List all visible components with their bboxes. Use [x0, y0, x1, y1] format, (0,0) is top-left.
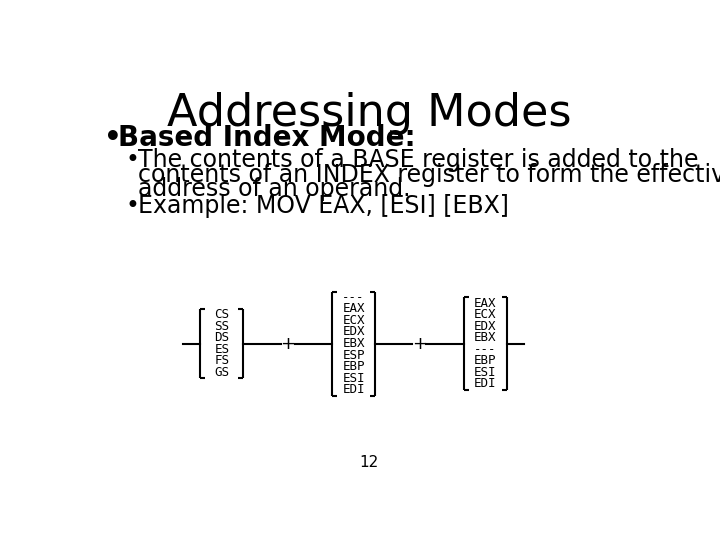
Text: EDX: EDX [342, 326, 365, 339]
Text: •: • [104, 124, 122, 152]
Text: •: • [126, 148, 140, 172]
Text: EBX: EBX [342, 337, 365, 350]
Text: 12: 12 [359, 455, 379, 470]
Text: ESP: ESP [342, 349, 365, 362]
Text: GS: GS [215, 366, 229, 379]
Text: +: + [412, 335, 427, 353]
Text: EAX: EAX [474, 296, 497, 309]
Text: Example: MOV EAX, [ESI] [EBX]: Example: MOV EAX, [ESI] [EBX] [138, 194, 509, 218]
Text: EBP: EBP [474, 354, 497, 367]
Text: EBP: EBP [342, 360, 365, 373]
Text: +: + [280, 335, 295, 353]
Text: Addressing Modes: Addressing Modes [167, 92, 571, 135]
Text: DS: DS [215, 331, 229, 345]
Text: EDI: EDI [474, 377, 497, 390]
Text: EAX: EAX [342, 302, 365, 315]
Text: Based Index Mode:: Based Index Mode: [118, 124, 415, 152]
Text: ECX: ECX [342, 314, 365, 327]
Text: SS: SS [215, 320, 229, 333]
Text: ES: ES [215, 343, 229, 356]
Text: ECX: ECX [474, 308, 497, 321]
Text: ---: --- [474, 343, 497, 356]
Text: contents of an INDEX register to form the effective: contents of an INDEX register to form th… [138, 163, 720, 187]
Text: EDX: EDX [474, 320, 497, 333]
Text: ESI: ESI [474, 366, 497, 379]
Text: FS: FS [215, 354, 229, 367]
Text: address of an operand.: address of an operand. [138, 177, 410, 201]
Text: •: • [126, 194, 140, 218]
Text: The contents of a BASE register is added to the: The contents of a BASE register is added… [138, 148, 698, 172]
Text: EBX: EBX [474, 331, 497, 345]
Text: EDI: EDI [342, 383, 365, 396]
Text: ---: --- [342, 291, 365, 304]
Text: ESI: ESI [342, 372, 365, 384]
Text: CS: CS [215, 308, 229, 321]
